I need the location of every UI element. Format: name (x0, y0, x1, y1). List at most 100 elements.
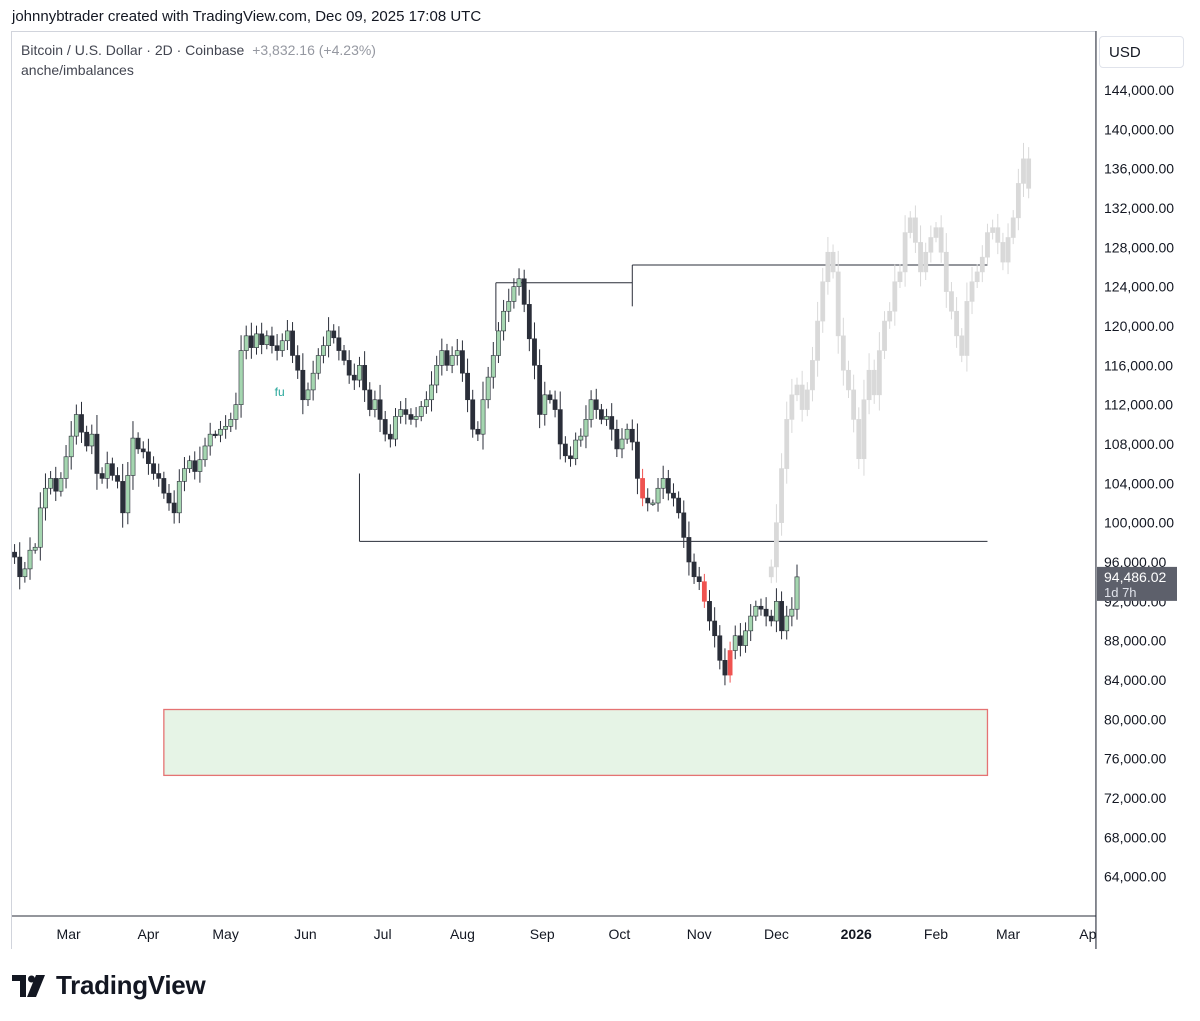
bearish-candle (763, 597, 769, 627)
projection-candle (804, 382, 810, 417)
tradingview-logo[interactable]: TradingView (12, 970, 206, 1001)
bullish-candle (583, 405, 589, 449)
candle-body (115, 475, 120, 482)
bullish-candle (233, 392, 239, 430)
bearish-candle (94, 414, 100, 490)
x-tick-label: Jun (294, 926, 317, 942)
y-tick-label: 96,000.00 (1104, 554, 1166, 570)
candle-body (794, 576, 800, 610)
candle-body (660, 478, 666, 489)
candle-body (408, 414, 414, 420)
bearish-candle (599, 403, 604, 425)
candle-body (506, 301, 512, 312)
y-tick-label: 64,000.00 (1104, 869, 1166, 885)
bullish-candle (393, 408, 398, 447)
candle-body (1010, 217, 1016, 238)
bearish-candle (2, 546, 6, 579)
candle-body (928, 237, 934, 253)
candle-body (830, 251, 836, 273)
bullish-candle (511, 278, 517, 309)
candle-body (393, 416, 398, 440)
bearish-candle (115, 467, 120, 489)
bullish-candle (748, 604, 754, 642)
bearish-candle (12, 544, 17, 564)
candle-body (537, 365, 543, 415)
candle-body (63, 456, 69, 479)
bullish-candle (655, 478, 661, 512)
bearish-candle (346, 350, 352, 384)
bearish-candle (351, 363, 357, 390)
candle-body (969, 281, 975, 302)
bearish-candle (526, 289, 532, 352)
symbol-legend[interactable]: Bitcoin / U.S. Dollar · 2D · Coinbase +3… (21, 42, 376, 58)
candle-body (269, 335, 275, 346)
candle-body (382, 419, 388, 435)
candle-body (212, 433, 218, 436)
bearish-candle (300, 353, 306, 415)
candle-body (1005, 237, 1011, 263)
bearish-candle (686, 521, 692, 576)
bullish-candle (22, 561, 28, 583)
candle-body (496, 330, 501, 356)
candle-body (949, 291, 954, 312)
bullish-candle (27, 537, 33, 580)
candle-body (676, 497, 682, 514)
y-tick-label: 124,000.00 (1104, 279, 1174, 295)
candle-body (243, 335, 249, 351)
demand-zone (163, 708, 989, 777)
projection-candle (774, 504, 779, 583)
bearish-candle (557, 391, 563, 460)
bullish-candle (490, 341, 496, 389)
candle-body (218, 428, 223, 436)
bearish-candle (568, 446, 573, 467)
candle-body (125, 475, 131, 514)
projection-candle (820, 267, 826, 333)
currency-button[interactable]: USD (1099, 36, 1184, 68)
candle-body (897, 271, 903, 283)
bearish-candle (665, 469, 671, 501)
projection-candle (825, 237, 831, 295)
candle-body (84, 431, 90, 447)
bearish-candle (382, 410, 388, 442)
candle-body (27, 549, 33, 570)
candle-body (310, 372, 316, 391)
x-tick-label: Dec (764, 926, 789, 942)
candle-body (228, 419, 234, 427)
bullish-candle (449, 346, 455, 374)
bullish-candle (315, 348, 321, 380)
candle-body (876, 350, 882, 396)
candle-body (614, 428, 620, 450)
bearish-candle (707, 590, 712, 631)
imbalance-candle (701, 573, 707, 608)
indicator-name[interactable]: anche/imbalances (21, 62, 134, 78)
candle-body (516, 278, 522, 287)
candle-body (681, 512, 687, 538)
price-change: +3,832.16 (+4.23%) (252, 42, 376, 58)
y-tick-label: 72,000.00 (1104, 790, 1166, 806)
bearish-candle (17, 542, 23, 590)
bullish-candle (454, 338, 460, 366)
projection-candle (964, 282, 970, 372)
candle-body (609, 416, 615, 430)
bullish-candle (624, 423, 630, 444)
bearish-candle (403, 397, 409, 425)
bearish-candle (336, 326, 342, 361)
bullish-candle (588, 390, 594, 428)
candle-body (521, 278, 527, 305)
candle-body (1021, 158, 1026, 184)
bearish-candle (676, 491, 682, 519)
candle-body (151, 463, 156, 474)
bearish-candle (614, 419, 620, 458)
bullish-candle (207, 422, 213, 456)
projection-candle (887, 302, 893, 329)
bearish-candle (84, 425, 90, 452)
candle-body (691, 561, 697, 578)
candle-body (748, 615, 754, 632)
candle-body (171, 502, 177, 514)
candle-body (861, 399, 867, 460)
projection-candle (923, 242, 929, 281)
candle-body (964, 301, 970, 356)
projection-candle (949, 282, 954, 320)
candle-body (794, 384, 800, 396)
